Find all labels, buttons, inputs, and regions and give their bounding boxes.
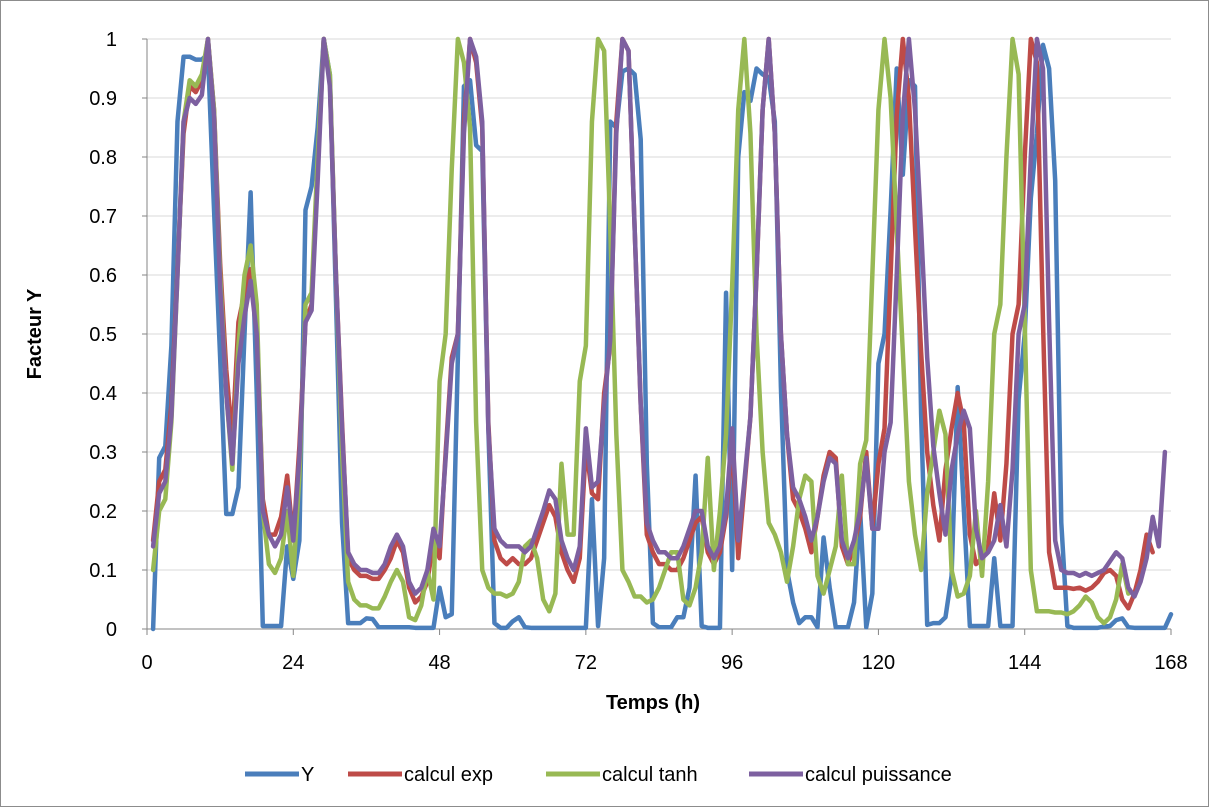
y-tick-label: 0.3 bbox=[89, 442, 117, 464]
series-line-calcul-puissance bbox=[150, 36, 1168, 599]
legend-item-calcul-exp: calcul exp bbox=[348, 764, 493, 786]
x-tick-label: 96 bbox=[721, 652, 743, 674]
y-tick-label: 0 bbox=[106, 619, 117, 641]
x-tick-label: 48 bbox=[428, 652, 450, 674]
legend-label: calcul puissance bbox=[805, 764, 952, 786]
x-tick-label: 24 bbox=[282, 652, 304, 674]
y-tick-labels: 0 0.1 0.2 0.3 0.4 0.5 0.6 0.7 0.8 0.9 1 bbox=[89, 29, 117, 641]
x-tick-label: 144 bbox=[1008, 652, 1041, 674]
legend-label: Y bbox=[301, 764, 314, 786]
y-tick-label: 0.4 bbox=[89, 383, 117, 405]
y-tick-label: 0.1 bbox=[89, 560, 117, 582]
y-tick-label: 0.2 bbox=[89, 501, 117, 523]
y-tick-label: 1 bbox=[106, 29, 117, 51]
y-tick-label: 0.8 bbox=[89, 147, 117, 169]
x-tick-label: 0 bbox=[141, 652, 152, 674]
legend-item-calcul-puissance: calcul puissance bbox=[749, 764, 952, 786]
y-tick-label: 0.5 bbox=[89, 324, 117, 346]
legend-label: calcul exp bbox=[404, 764, 493, 786]
y-tick-label: 0.7 bbox=[89, 206, 117, 228]
y-tick-label: 0.6 bbox=[89, 265, 117, 287]
y-axis-title: Facteur Y bbox=[24, 288, 46, 379]
legend-item-calcul-tanh: calcul tanh bbox=[546, 764, 698, 786]
legend-item-y: Y bbox=[245, 764, 314, 786]
y-tick-label: 0.9 bbox=[89, 88, 117, 110]
x-tick-labels: 0 24 48 72 96 120 144 168 bbox=[141, 652, 1187, 674]
x-tick-label: 120 bbox=[862, 652, 895, 674]
x-tick-label: 72 bbox=[575, 652, 597, 674]
x-tick-label: 168 bbox=[1154, 652, 1187, 674]
legend-label: calcul tanh bbox=[602, 764, 698, 786]
x-axis-title: Temps (h) bbox=[606, 692, 700, 714]
series-lines bbox=[150, 36, 1174, 632]
